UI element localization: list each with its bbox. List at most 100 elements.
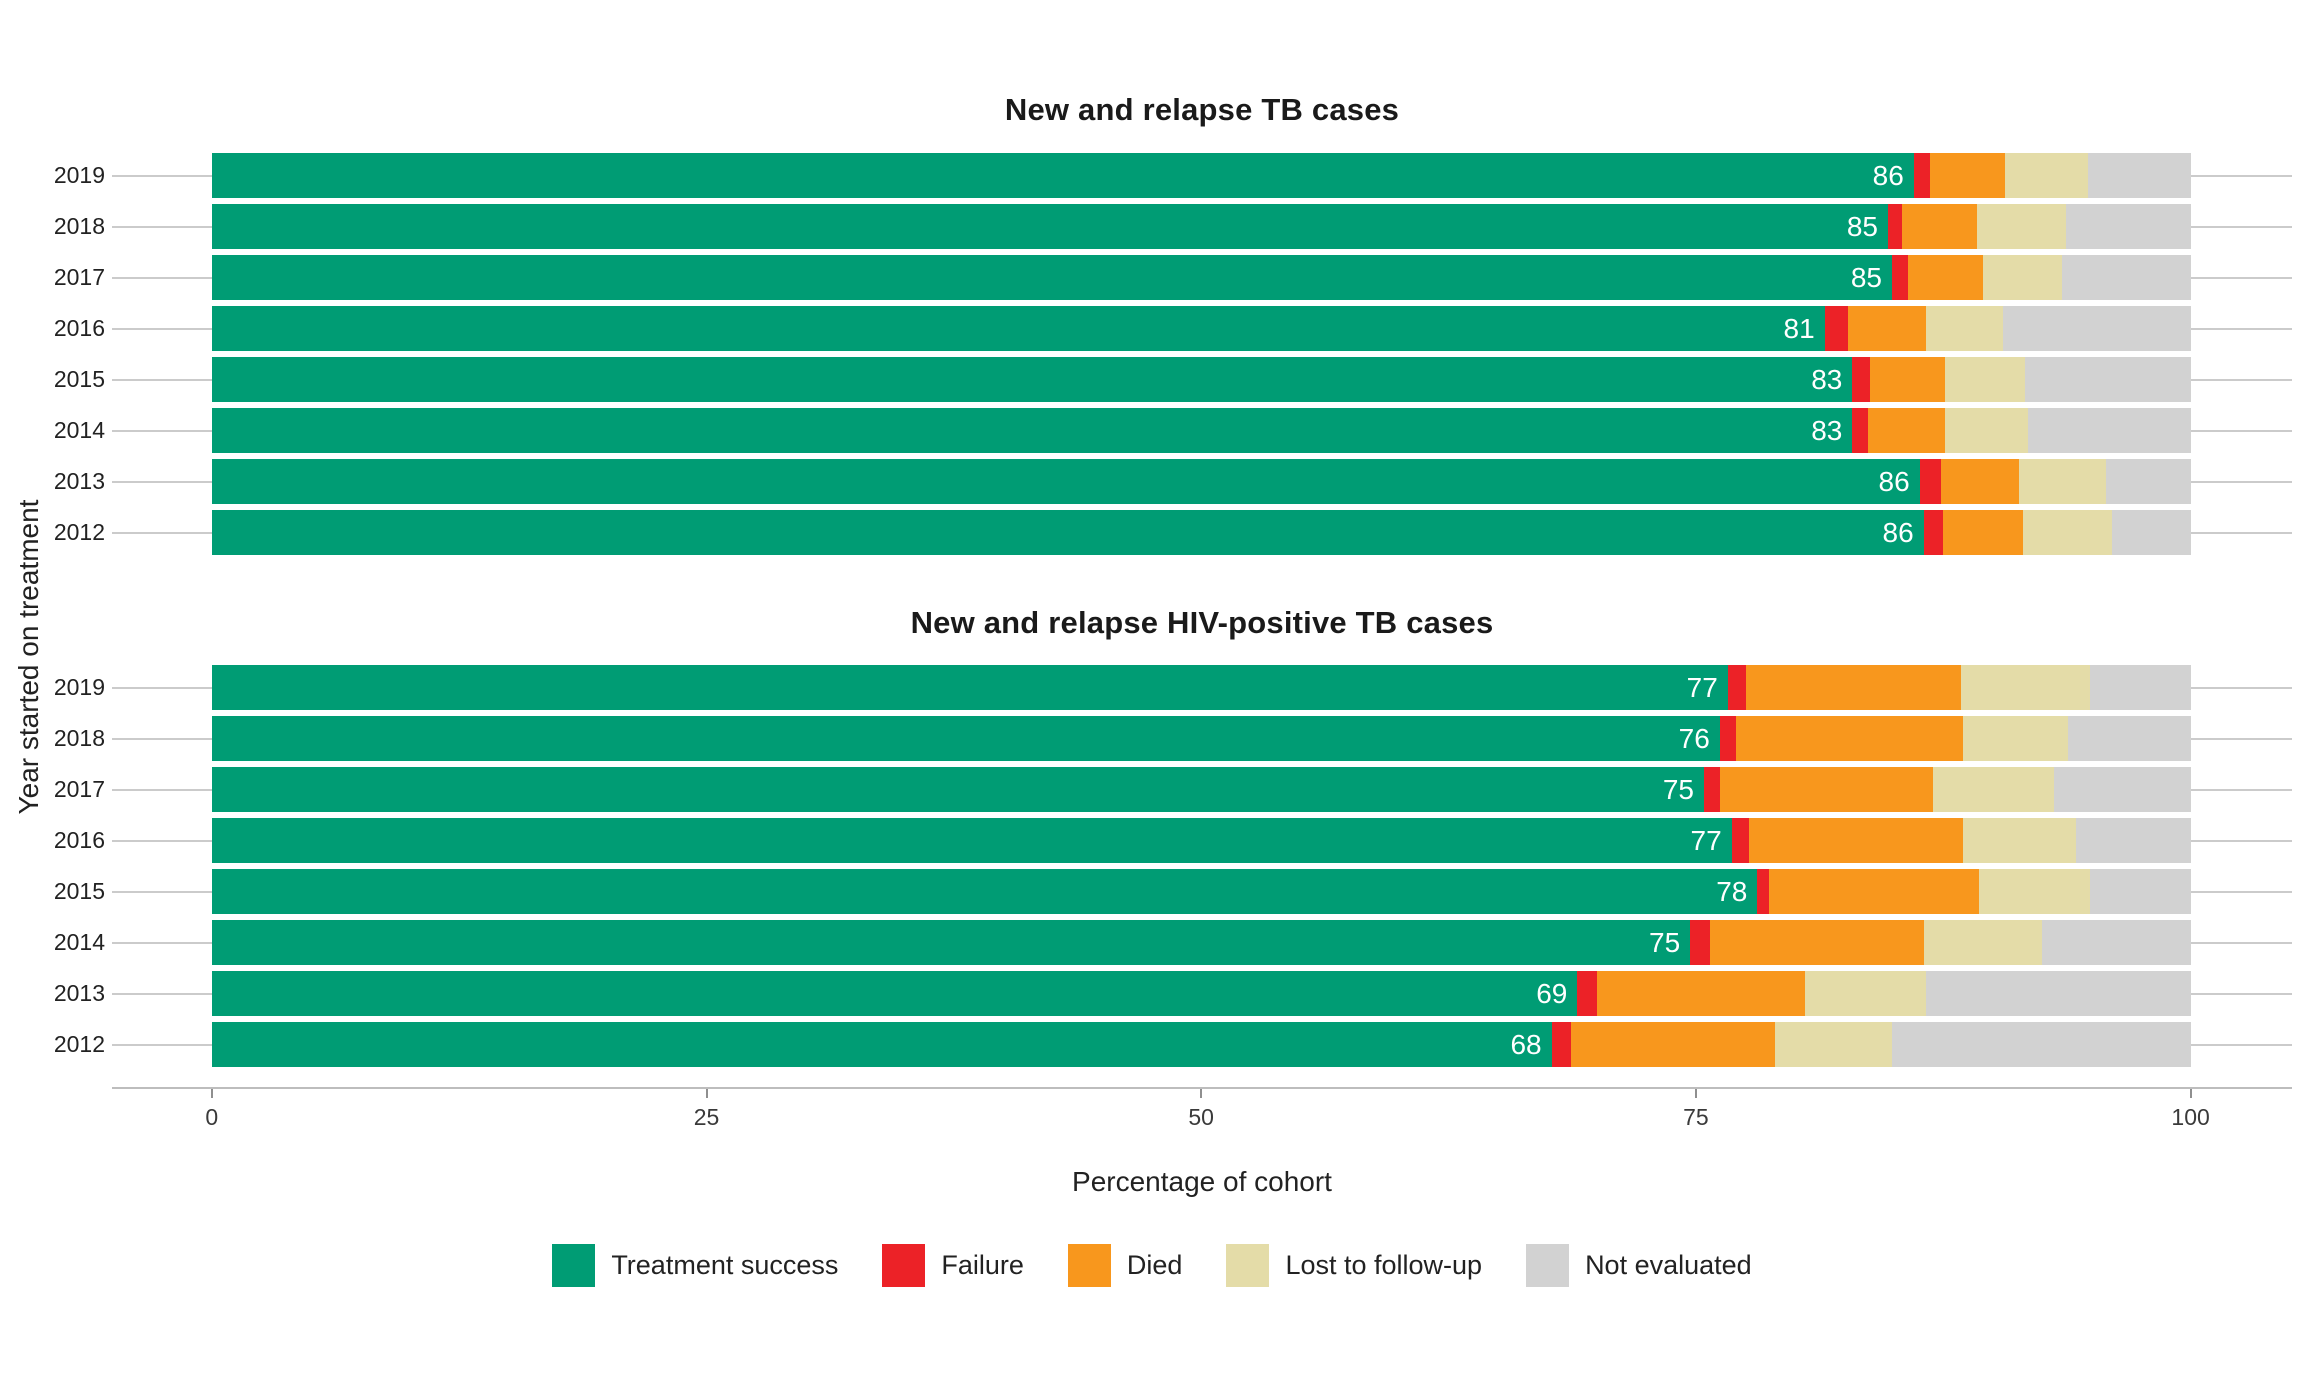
x-tick-mark: [1694, 1089, 1697, 1098]
segment-treatment-success: 86: [212, 459, 1920, 504]
legend-label: Treatment success: [611, 1249, 839, 1280]
stacked-bar-2012: 68: [212, 1022, 2191, 1067]
x-axis-line: [112, 1087, 2292, 1089]
stacked-bar-2018: 76: [212, 716, 2191, 761]
segment-lost-to-follow-up: [1923, 920, 2043, 965]
legend: Treatment success Failure Died Lost to foll…: [0, 1243, 2304, 1287]
bar-row-2017: 2017 85: [0, 255, 2304, 300]
segment-died: [1929, 153, 2005, 198]
year-label: 2017: [53, 776, 105, 802]
treatment-success-value: 86: [1872, 159, 1904, 191]
segment-treatment-success: 75: [212, 920, 1691, 965]
bar-row-2012: 2012 86: [0, 510, 2304, 555]
segment-died: [1735, 716, 1964, 761]
segment-treatment-success: 77: [212, 818, 1732, 863]
stacked-bar-2014: 75: [212, 920, 2191, 965]
stacked-bar-2016: 81: [212, 306, 2191, 351]
bar-row-2014: 2014 75: [0, 920, 2304, 965]
bar-row-2014: 2014 83: [0, 408, 2304, 453]
treatment-success-value: 75: [1649, 926, 1681, 958]
segment-not-evaluated: [2089, 869, 2191, 914]
segment-not-evaluated: [2068, 716, 2191, 761]
legend-item-lost-to-follow-up: Lost to follow-up: [1226, 1243, 1482, 1287]
stacked-bar-2018: 85: [212, 204, 2191, 249]
segment-not-evaluated: [2075, 818, 2191, 863]
stacked-bar-2017: 75: [212, 767, 2191, 812]
segment-died: [1769, 869, 1980, 914]
bar-row-2017: 2017 75: [0, 767, 2304, 812]
bar-row-2016: 2016 77: [0, 818, 2304, 863]
segment-failure: [1923, 510, 1944, 555]
segment-failure: [1719, 716, 1736, 761]
treatment-success-value: 85: [1846, 210, 1878, 242]
segment-treatment-success: 81: [212, 306, 1825, 351]
segment-failure: [1757, 869, 1770, 914]
segment-treatment-success: 86: [212, 153, 1914, 198]
segment-failure: [1919, 459, 1942, 504]
segment-failure: [1852, 408, 1869, 453]
segment-not-evaluated: [2054, 767, 2191, 812]
segment-not-evaluated: [2042, 920, 2191, 965]
stacked-bar-2014: 83: [212, 408, 2191, 453]
segment-lost-to-follow-up: [1925, 306, 2003, 351]
panel-title-new-relapse-hiv-tb: New and relapse HIV-positive TB cases: [910, 605, 1494, 640]
treatment-success-value: 77: [1686, 671, 1718, 703]
segment-treatment-success: 77: [212, 665, 1728, 710]
stacked-bar-2019: 86: [212, 153, 2191, 198]
segment-treatment-success: 85: [212, 255, 1892, 300]
stacked-bar-2015: 83: [212, 357, 2191, 402]
segment-died: [1709, 920, 1924, 965]
segment-lost-to-follow-up: [2004, 153, 2088, 198]
segment-lost-to-follow-up: [1775, 1022, 1892, 1067]
segment-lost-to-follow-up: [1804, 971, 1926, 1016]
treatment-success-value: 83: [1811, 414, 1843, 446]
year-label: 2018: [53, 725, 105, 751]
bar-row-2019: 2019 86: [0, 153, 2304, 198]
treatment-success-value: 78: [1716, 875, 1748, 907]
stacked-bar-2013: 69: [212, 971, 2191, 1016]
segment-failure: [1824, 306, 1849, 351]
treatment-success-value: 75: [1662, 773, 1694, 805]
year-label: 2015: [53, 366, 105, 392]
treatment-success-value: 77: [1690, 824, 1722, 856]
segment-lost-to-follow-up: [2018, 459, 2106, 504]
year-label: 2019: [53, 674, 105, 700]
segment-failure: [1727, 665, 1746, 710]
x-tick-label: 50: [1188, 1104, 1214, 1130]
treatment-success-value: 86: [1882, 516, 1914, 548]
segment-not-evaluated: [2105, 459, 2191, 504]
segment-failure: [1852, 357, 1871, 402]
segment-died: [1848, 306, 1926, 351]
segment-treatment-success: 75: [212, 767, 1704, 812]
year-label: 2013: [53, 468, 105, 494]
segment-died: [1870, 357, 1946, 402]
stacked-bar-2012: 86: [212, 510, 2191, 555]
segment-died: [1719, 767, 1934, 812]
legend-label: Not evaluated: [1585, 1249, 1752, 1280]
segment-not-evaluated: [2028, 408, 2191, 453]
segment-failure: [1704, 767, 1720, 812]
legend-swatch: [1526, 1243, 1570, 1287]
legend-swatch: [882, 1243, 926, 1287]
segment-treatment-success: 69: [212, 971, 1578, 1016]
bar-row-2015: 2015 78: [0, 869, 2304, 914]
treatment-success-value: 83: [1811, 363, 1843, 395]
segment-failure: [1888, 204, 1902, 249]
year-label: 2018: [53, 213, 105, 239]
segment-lost-to-follow-up: [1979, 869, 2090, 914]
segment-died: [1943, 510, 2023, 555]
stacked-bar-2013: 86: [212, 459, 2191, 504]
segment-failure: [1892, 255, 1908, 300]
treatment-success-value: 85: [1850, 261, 1882, 293]
segment-died: [1907, 255, 1983, 300]
bar-row-2015: 2015 83: [0, 357, 2304, 402]
segment-lost-to-follow-up: [1963, 818, 2076, 863]
year-label: 2014: [53, 929, 105, 955]
segment-treatment-success: 86: [212, 510, 1924, 555]
bar-row-2019: 2019 77: [0, 665, 2304, 710]
segment-not-evaluated: [2089, 665, 2191, 710]
segment-not-evaluated: [2062, 255, 2191, 300]
segment-not-evaluated: [1891, 1022, 2191, 1067]
treatment-success-value: 69: [1536, 977, 1568, 1009]
segment-not-evaluated: [1925, 971, 2191, 1016]
